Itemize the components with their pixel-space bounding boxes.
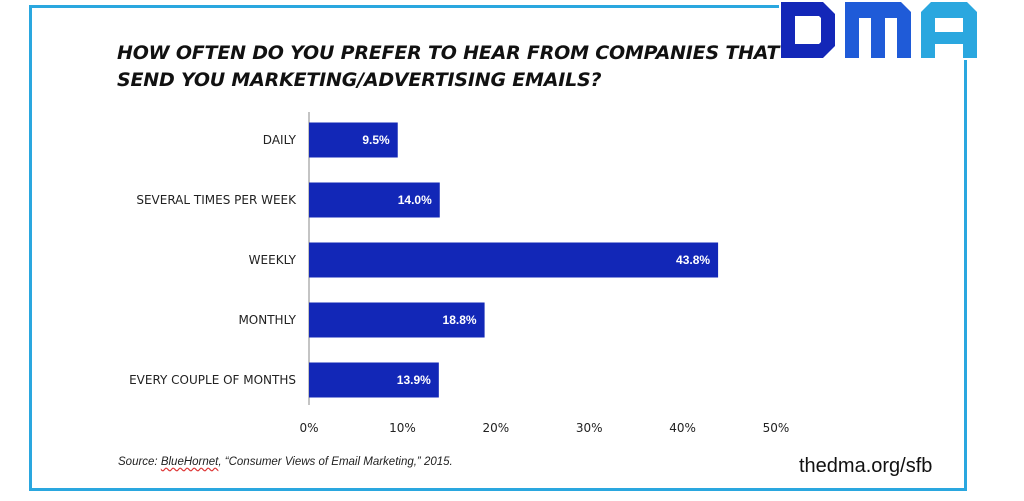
chart-title-line-2: SEND YOU MARKETING/ADVERTISING EMAILS? [117,69,602,91]
x-tick-label: 30% [576,421,603,435]
source-citation: , “Consumer Views of Email Marketing,” 2… [218,456,453,468]
category-label: SEVERAL TIMES PER WEEK [136,193,297,207]
bar [309,122,398,158]
x-tick-label: 10% [389,421,416,435]
x-tick-label: 20% [482,421,509,435]
source-note: Source: BlueHornet, “Consumer Views of E… [118,456,453,468]
category-label: MONTHLY [238,313,296,327]
bar [309,182,440,218]
x-tick-label: 50% [763,421,790,435]
bar-data-label: 14.0% [398,193,432,207]
chart-title: HOW OFTEN DO YOU PREFER TO HEAR FROM COM… [117,40,797,94]
source-prefix: Source: [118,456,161,468]
category-label: DAILY [263,133,297,147]
bar-data-label: 9.5% [362,133,390,147]
category-label: EVERY COUPLE OF MONTHS [129,373,296,387]
category-label: WEEKLY [249,253,297,267]
chart-title-line-1: HOW OFTEN DO YOU PREFER TO HEAR FROM COM… [117,42,780,64]
x-tick-label: 40% [669,421,696,435]
bar-data-label: 13.9% [397,373,431,387]
bar-data-label: 43.8% [676,253,710,267]
bar [309,242,719,278]
bar [309,302,485,338]
bar-data-label: 18.8% [443,313,477,327]
dma-logo [779,0,979,60]
source-name: BlueHornet [160,456,219,468]
site-url: thedma.org/sfb [799,455,933,477]
bar [309,362,439,398]
x-tick-label: 0% [299,421,318,435]
